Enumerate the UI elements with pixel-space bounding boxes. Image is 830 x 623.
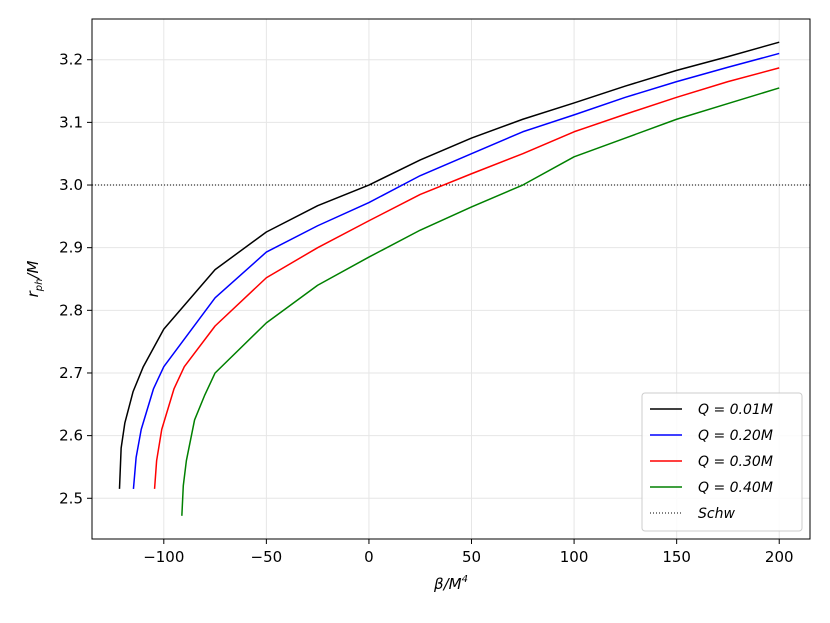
- y-tick-label: 3.2: [59, 51, 83, 69]
- legend-label: Q = 0.20M: [698, 428, 773, 444]
- plot-frame: [91, 18, 811, 540]
- legend-label: Q = 0.40M: [698, 480, 773, 496]
- x-tick-label: −50: [251, 548, 283, 566]
- legend-label: Q = 0.30M: [698, 454, 773, 470]
- x-tick-label: 200: [765, 548, 794, 566]
- y-tick-label: 2.5: [59, 489, 83, 507]
- y-tick-label: 2.7: [59, 364, 83, 382]
- legend: Q = 0.01M Q = 0.20M Q = 0.30M Q = 0.40M Schw: [641, 392, 803, 532]
- y-tick-label: 2.8: [59, 301, 83, 319]
- legend-box: [641, 392, 803, 532]
- x-tick-label: −100: [143, 548, 184, 566]
- x-tick-label: 100: [560, 548, 589, 566]
- y-tick-label: 3.0: [59, 176, 83, 194]
- legend-label: Q = 0.01M: [698, 402, 773, 418]
- y-tick-label: 3.1: [59, 113, 83, 131]
- x-tick-label: 150: [662, 548, 691, 566]
- x-axis-label: β/M4: [433, 574, 468, 593]
- series-line-2: [132, 52, 780, 489]
- grid: [92, 19, 810, 539]
- y-axis-label: rph/M: [24, 261, 45, 298]
- x-tick-label: 50: [462, 548, 481, 566]
- y-tick-label: 2.6: [59, 427, 83, 445]
- series-line-3: [153, 67, 780, 489]
- series-layer: [118, 41, 780, 516]
- y-tick-label: 2.9: [59, 239, 83, 257]
- x-tick-label: 0: [364, 548, 374, 566]
- legend-label: Schw: [698, 506, 735, 522]
- series-line-4: [181, 87, 780, 516]
- ticks: −100 −50 0 50 100 150 200 2.5 2.6 2.7 2.8 2.9 3.0 3.1…: [59, 51, 793, 566]
- series-line-1: [118, 41, 780, 489]
